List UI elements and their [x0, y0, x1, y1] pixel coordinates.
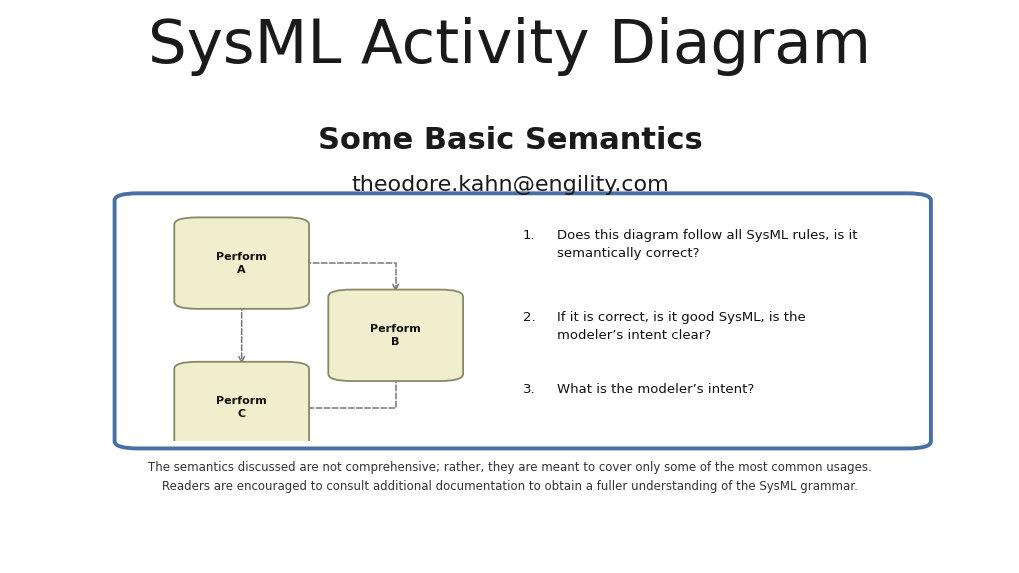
FancyBboxPatch shape: [328, 289, 463, 381]
Text: Perform
A: Perform A: [216, 252, 267, 274]
Text: What is the modeler’s intent?: What is the modeler’s intent?: [556, 383, 754, 397]
FancyBboxPatch shape: [114, 193, 930, 449]
Text: 2.: 2.: [523, 311, 535, 324]
FancyBboxPatch shape: [174, 362, 309, 453]
Text: 3.: 3.: [523, 383, 535, 397]
Text: SysML Activity Diagram: SysML Activity Diagram: [149, 17, 870, 76]
FancyBboxPatch shape: [174, 217, 309, 309]
Text: Does this diagram follow all SysML rules, is it
semanticall​y correct?: Does this diagram follow all SysML rules…: [556, 229, 857, 261]
Text: The semantics discussed are not comprehensive; rather, they are meant to cover o: The semantics discussed are not comprehe…: [148, 461, 871, 493]
Text: If it is correct, is it good SysML, is the
modeler’s intent clear?: If it is correct, is it good SysML, is t…: [556, 311, 805, 342]
Text: theodore.kahn@engility.com: theodore.kahn@engility.com: [351, 175, 668, 195]
Text: Some Basic Semantics: Some Basic Semantics: [317, 126, 702, 155]
Text: Perform
B: Perform B: [370, 324, 421, 347]
Text: Perform
C: Perform C: [216, 396, 267, 419]
Text: 1.: 1.: [523, 229, 535, 242]
